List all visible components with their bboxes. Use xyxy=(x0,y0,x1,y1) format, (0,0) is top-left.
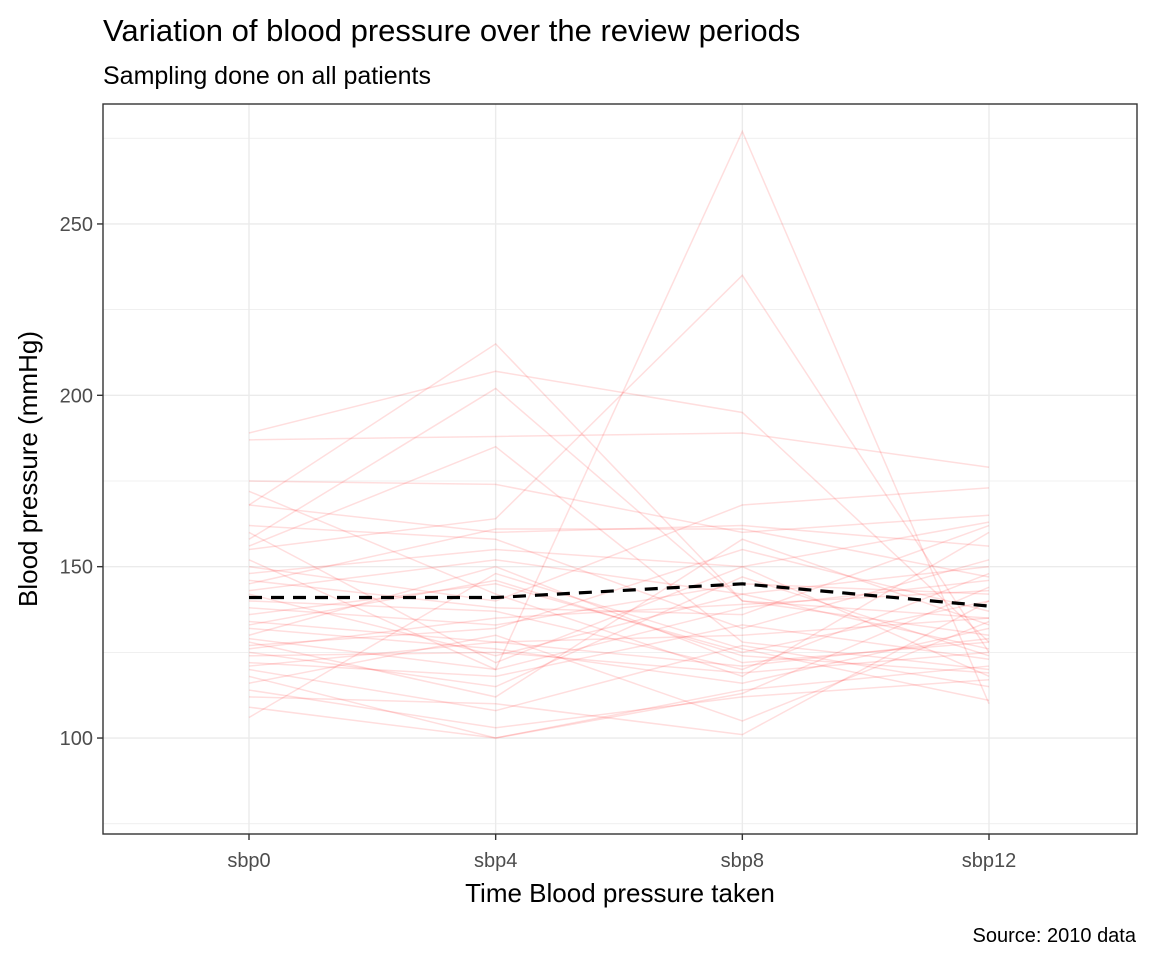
patient-line xyxy=(248,538,990,698)
patient-line xyxy=(248,129,990,705)
patient-line xyxy=(248,521,990,575)
patient-line xyxy=(248,620,990,722)
chart-subtitle: Sampling done on all patients xyxy=(103,62,431,90)
y-axis-title: Blood pressure (mmHg) xyxy=(13,331,43,607)
patient-line xyxy=(248,627,990,684)
patient-line xyxy=(248,665,990,739)
plot-border xyxy=(102,103,1138,835)
mean-line xyxy=(249,582,990,608)
y-axis: 100 150 200 250 xyxy=(60,214,103,750)
chart-title: Variation of blood pressure over the rev… xyxy=(103,13,800,48)
patient-line xyxy=(248,387,990,636)
patient-line xyxy=(248,576,990,688)
patient-line xyxy=(248,490,990,678)
patient-line xyxy=(248,548,990,647)
x-tick-label: sbp12 xyxy=(962,850,1017,872)
patient-line xyxy=(248,559,990,650)
chart-caption: Source: 2010 data xyxy=(973,925,1137,947)
x-tick-label: sbp8 xyxy=(721,850,764,872)
patient-line xyxy=(248,583,990,654)
mean-line-group xyxy=(249,582,990,608)
patient-line xyxy=(248,524,990,616)
patient-line xyxy=(248,487,990,602)
y-tick-label: 200 xyxy=(60,385,93,407)
patient-line xyxy=(248,572,990,719)
patient-line xyxy=(248,531,990,678)
x-axis: sbp0 sbp4 sbp8 sbp12 xyxy=(227,834,1016,872)
y-tick-label: 100 xyxy=(60,728,93,750)
patient-line xyxy=(248,528,990,585)
patient-line xyxy=(248,617,990,643)
x-axis-title: Time Blood pressure taken xyxy=(465,878,775,908)
patient-line xyxy=(248,342,990,619)
patient-line xyxy=(248,432,990,469)
patient-line xyxy=(248,624,990,678)
patient-line xyxy=(248,504,990,547)
series-lines xyxy=(248,129,990,739)
x-tick-label: sbp4 xyxy=(474,850,517,872)
patient-line xyxy=(248,583,990,626)
grid xyxy=(103,104,1137,834)
patient-line xyxy=(248,480,990,534)
patient-line xyxy=(248,445,990,671)
y-tick-label: 150 xyxy=(60,557,93,579)
patient-line xyxy=(248,274,990,653)
patient-line xyxy=(248,586,990,739)
patient-line xyxy=(248,679,990,729)
x-tick-label: sbp0 xyxy=(227,850,270,872)
patient-line xyxy=(248,651,990,674)
patient-line xyxy=(248,579,990,674)
patient-line xyxy=(248,565,990,664)
patient-line xyxy=(248,370,990,643)
y-tick-label: 250 xyxy=(60,214,93,236)
patient-line xyxy=(248,589,990,650)
patient-line xyxy=(248,637,990,667)
patient-line xyxy=(248,644,990,712)
patient-line xyxy=(248,600,990,736)
patient-line xyxy=(248,572,990,671)
patient-line xyxy=(248,565,990,657)
